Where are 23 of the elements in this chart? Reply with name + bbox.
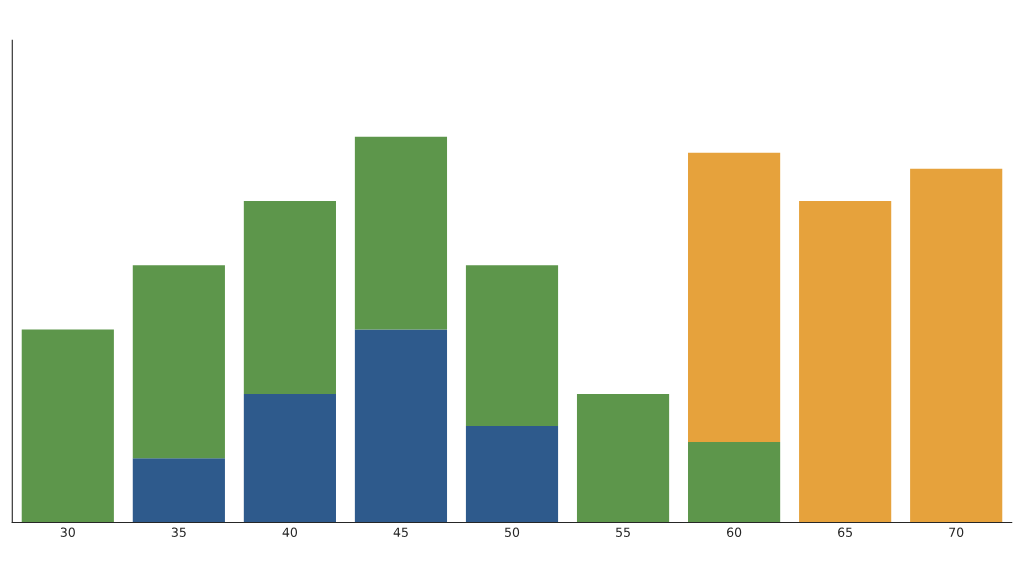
x-tick-label: 30: [60, 527, 75, 537]
bar: [354, 136, 448, 330]
bar: [576, 393, 670, 523]
bar: [465, 426, 559, 523]
x-tick-label: 70: [949, 527, 964, 537]
bar: [688, 152, 781, 443]
bar: [465, 265, 559, 427]
x-tick-label: 60: [727, 527, 742, 537]
bar: [243, 201, 336, 394]
x-tick-label: 45: [393, 527, 408, 537]
x-tick-label: 35: [171, 527, 186, 537]
bar: [354, 329, 448, 523]
x-tick-label: 40: [282, 527, 298, 537]
bar: [688, 442, 781, 523]
bar: [910, 168, 1003, 523]
bar: [243, 393, 336, 523]
bar: [132, 265, 225, 459]
x-tick-label: 50: [505, 527, 520, 537]
x-tick-label: 55: [616, 527, 630, 537]
bar: [799, 201, 892, 523]
bar: [132, 458, 225, 523]
x-tick-label: 65: [838, 527, 852, 537]
bar: [21, 329, 114, 523]
